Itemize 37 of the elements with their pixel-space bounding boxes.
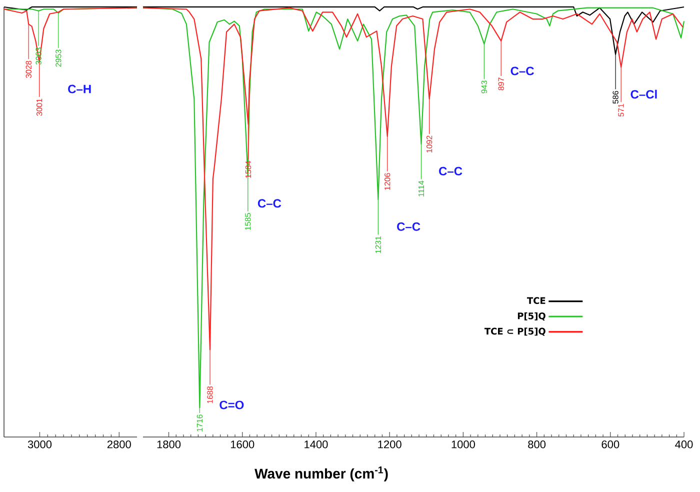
- annotation: 586: [612, 90, 618, 104]
- annotation: 571: [618, 104, 624, 117]
- annotation: 1206: [384, 173, 390, 190]
- x-tick-label: 1200: [378, 440, 402, 448]
- legend-label: P[5]Q: [518, 312, 546, 320]
- x-tick-label: 1000: [452, 440, 475, 448]
- annotation: 3001: [36, 98, 42, 116]
- x-tick-label: 800: [528, 440, 546, 448]
- annotation: C–C: [397, 222, 420, 231]
- annotation: 1231: [375, 236, 382, 254]
- annotation: 3003: [36, 48, 42, 65]
- legend-label: TCE ⊂ P[5]Q: [484, 328, 546, 336]
- annotation: 1114: [418, 180, 424, 196]
- x-tick-label: 1600: [230, 440, 254, 448]
- annotation: 1092: [426, 136, 432, 152]
- annotation: C=O: [220, 400, 244, 410]
- annotation: 3028: [26, 60, 32, 78]
- annotation: C–C: [439, 166, 462, 176]
- x-axis-title: Wave number (cm$^{-1}$): [254, 466, 388, 482]
- x-tick-label: 2800: [107, 440, 131, 448]
- annotation: C–Cl: [630, 90, 657, 99]
- x-tick-label: 400: [675, 440, 693, 448]
- x-tick-label: 600: [602, 440, 620, 448]
- annotation: 897: [498, 78, 504, 90]
- annotation: 1688: [207, 386, 213, 404]
- annotation: 1716: [196, 414, 203, 432]
- legend-label: TCE: [527, 297, 546, 304]
- x-tick-label: 1800: [157, 440, 181, 448]
- annotation: C–C: [510, 66, 534, 76]
- annotation: 1585: [245, 213, 251, 230]
- x-tick-label: 1400: [304, 440, 328, 448]
- annotation: 2953: [56, 50, 62, 67]
- annotation: C–H: [68, 84, 91, 94]
- annotation: 1584: [245, 160, 252, 178]
- x-tick-label: 3000: [28, 440, 52, 448]
- annotation: 943: [481, 80, 487, 94]
- annotation: C–C: [258, 199, 282, 208]
